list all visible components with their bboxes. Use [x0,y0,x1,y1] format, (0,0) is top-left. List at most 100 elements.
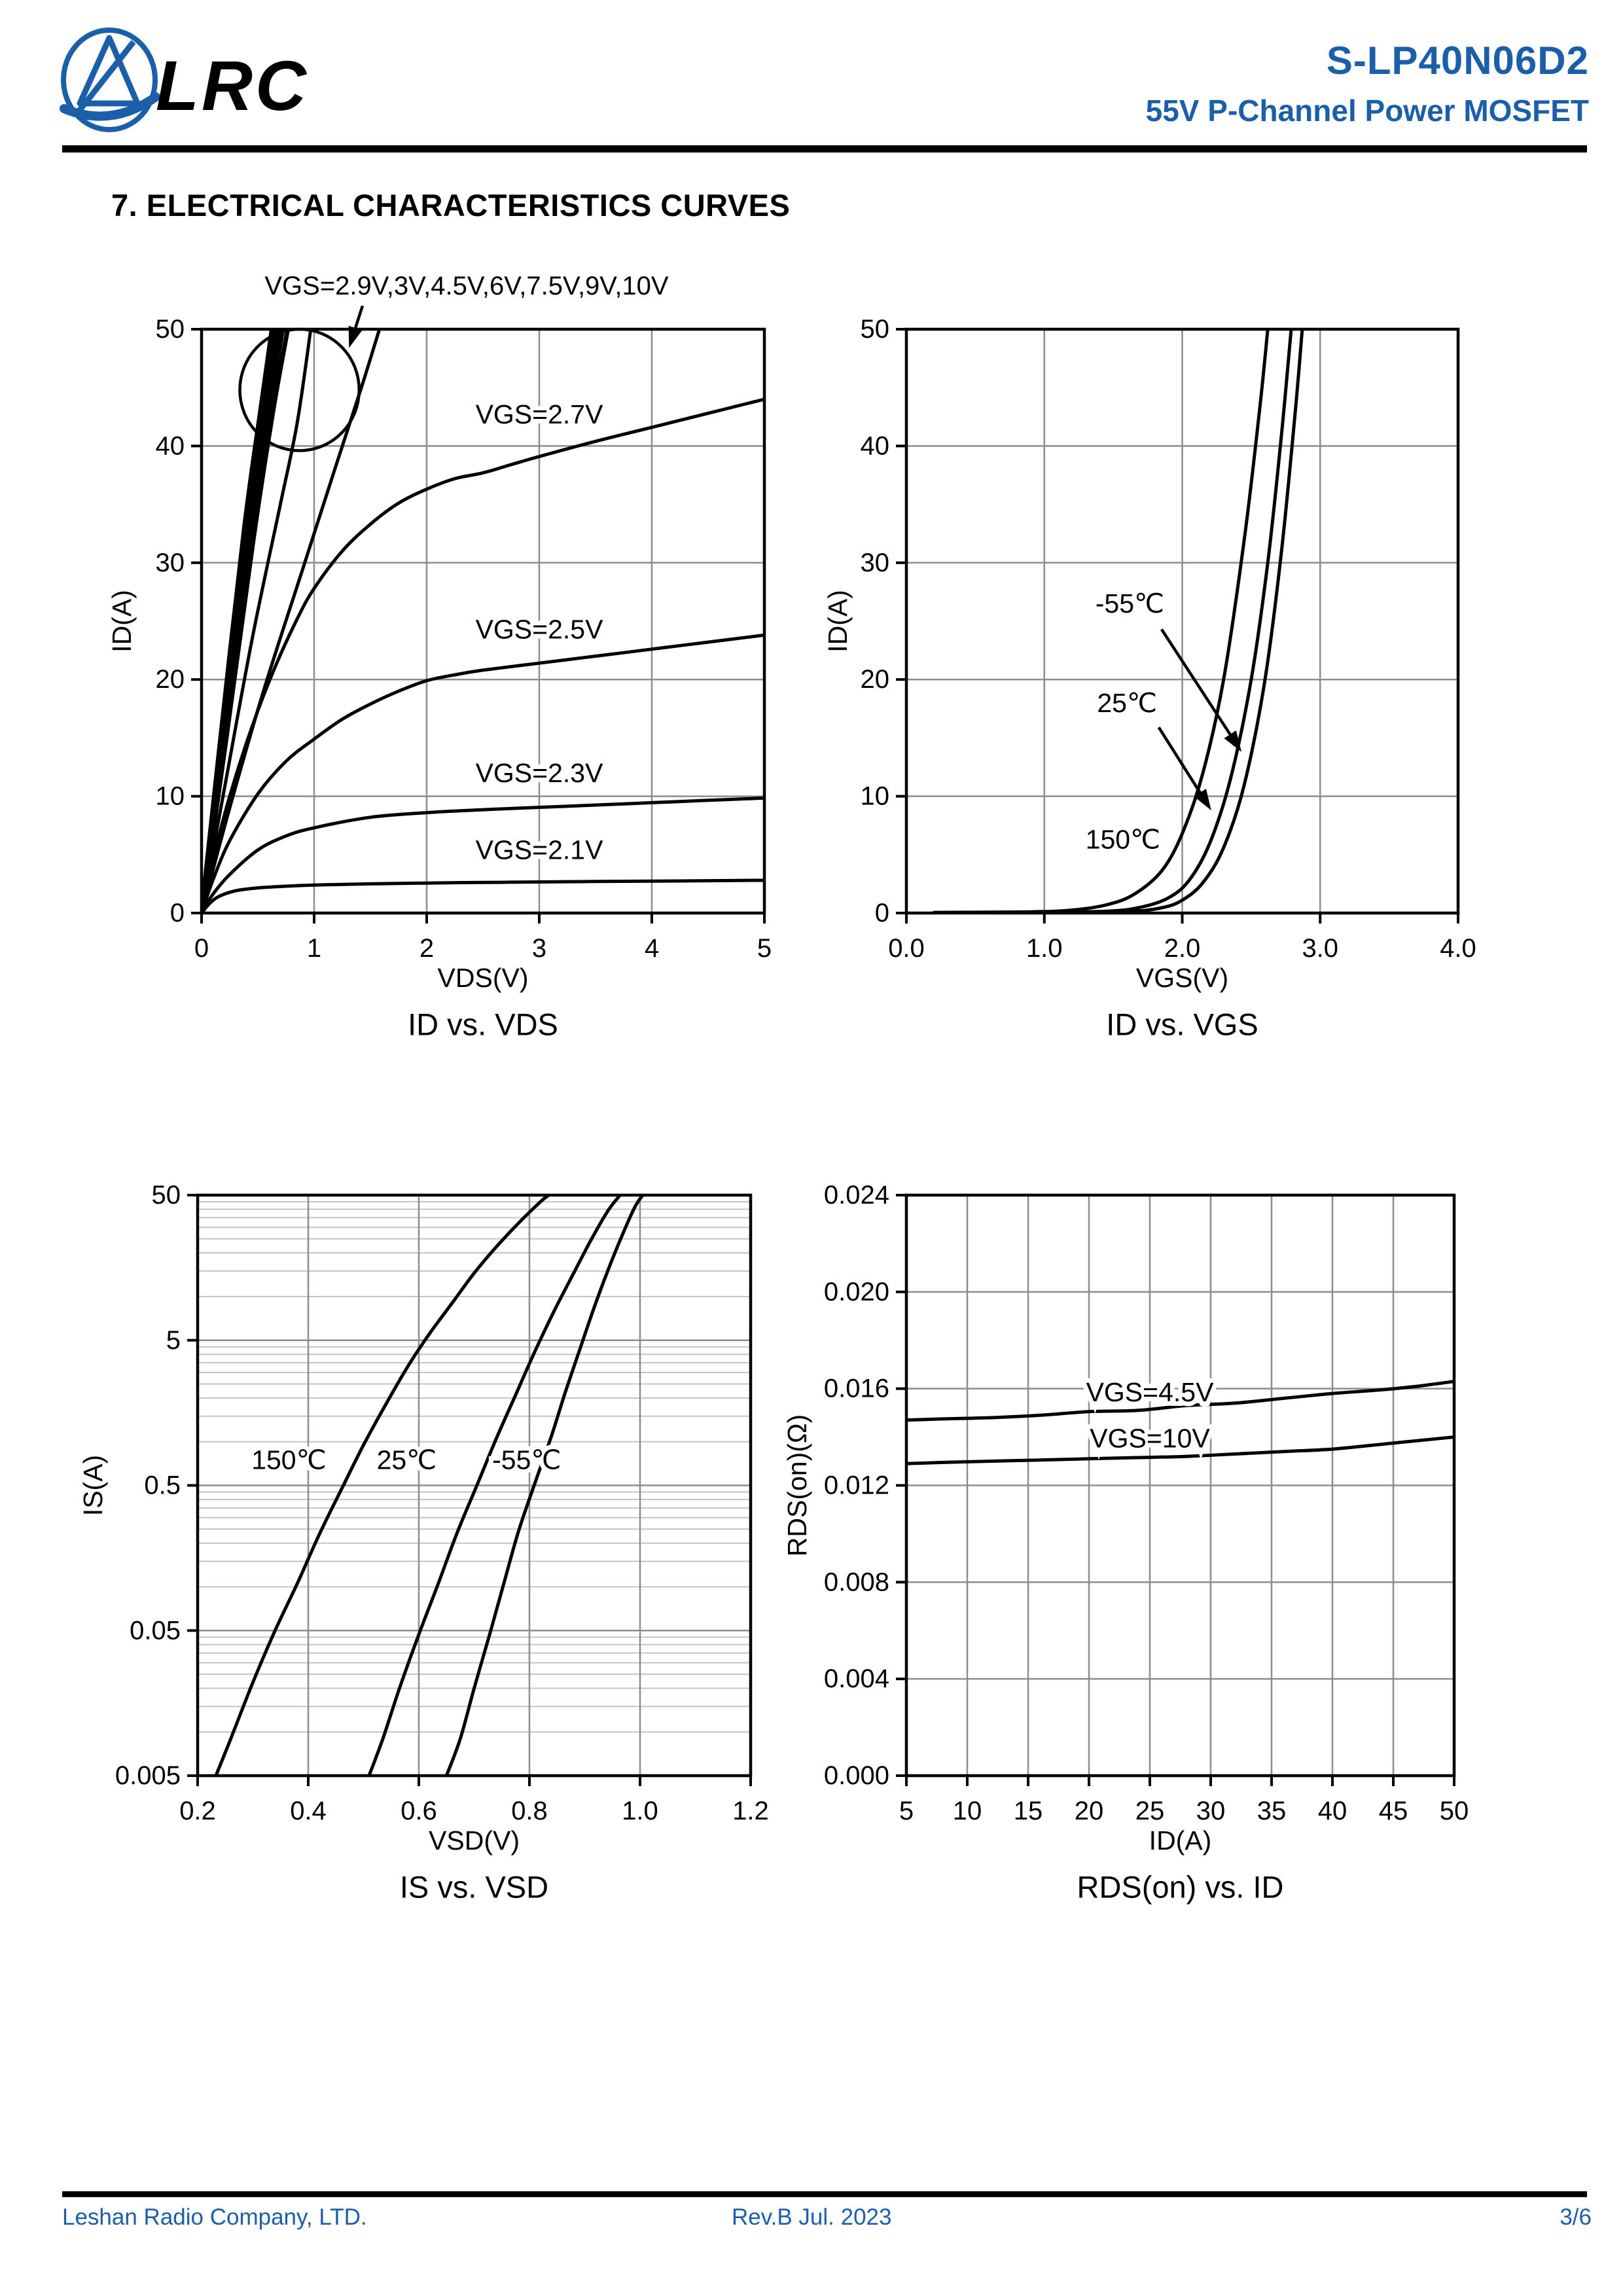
svg-text:VGS=2.9V,3V,4.5V,6V,7.5V,9V,10: VGS=2.9V,3V,4.5V,6V,7.5V,9V,10V [264,272,669,300]
svg-text:VGS=2.5V: VGS=2.5V [476,614,604,644]
svg-text:VSD(V): VSD(V) [429,1825,520,1856]
svg-text:VGS=2.7V: VGS=2.7V [476,399,604,429]
svg-text:RDS(on) vs. ID: RDS(on) vs. ID [1077,1870,1284,1905]
svg-text:0.020: 0.020 [824,1278,889,1306]
svg-text:0.6: 0.6 [401,1797,437,1825]
series-25- [367,1194,622,1777]
svg-text:0.4: 0.4 [290,1797,327,1825]
footer-company: Leshan Radio Company, LTD. [62,2204,367,2230]
svg-text:-55℃: -55℃ [492,1444,561,1475]
svg-text:25: 25 [1135,1797,1165,1825]
svg-text:ID(A): ID(A) [107,590,137,653]
series-150- [932,328,1270,914]
svg-text:0: 0 [875,899,889,927]
svg-text:10: 10 [861,782,890,811]
svg-text:1.0: 1.0 [622,1797,658,1825]
svg-text:45: 45 [1379,1797,1408,1825]
series-VGS-2.5V [202,633,764,914]
svg-text:ID vs. VDS: ID vs. VDS [408,1007,558,1042]
section-heading: 7. ELECTRICAL CHARACTERISTICS CURVES [111,188,791,223]
svg-text:0.008: 0.008 [824,1568,889,1596]
svg-text:50: 50 [1440,1797,1469,1825]
device-subtitle: 55V P-Channel Power MOSFET [1145,94,1589,128]
svg-text:20: 20 [156,665,185,694]
svg-text:50: 50 [156,315,185,344]
svg-text:5: 5 [166,1326,181,1355]
svg-text:0.0: 0.0 [888,934,925,963]
svg-text:VGS=2.1V: VGS=2.1V [476,835,604,865]
svg-text:0.024: 0.024 [824,1181,889,1210]
logo-circle-icon [61,27,158,132]
footer-rule [62,2191,1587,2197]
svg-text:5: 5 [899,1797,914,1825]
svg-text:25℃: 25℃ [1097,688,1157,718]
lrc-logo: LRC [60,27,309,132]
series-VGS-2.1V [202,878,764,914]
svg-text:150℃: 150℃ [251,1444,326,1475]
series-VGS-3V [202,328,313,914]
svg-text:20: 20 [1075,1797,1104,1825]
svg-text:-55℃: -55℃ [1096,588,1164,619]
svg-text:4.0: 4.0 [1440,934,1476,963]
ellipse-annotation [238,327,361,452]
svg-text:15: 15 [1014,1797,1043,1825]
logo-text: LRC [156,46,309,125]
part-number: S-LP40N06D2 [1326,39,1589,82]
svg-text:150℃: 150℃ [1086,825,1160,855]
svg-text:40: 40 [1318,1797,1347,1825]
chart-is-vs-vsd: 150℃ 25℃ -55℃ 0.2 0.4 0.6 0.8 1.0 1.2 0.005 0.05 0.… [78,1181,769,1905]
svg-text:VGS=10V: VGS=10V [1090,1423,1210,1453]
series--55- [1056,328,1304,914]
svg-text:VGS=2.3V: VGS=2.3V [476,758,604,788]
svg-text:10: 10 [953,1797,982,1825]
svg-text:2.0: 2.0 [1164,934,1201,963]
svg-text:2: 2 [419,934,434,963]
svg-text:IS(A): IS(A) [78,1455,108,1516]
svg-text:25℃: 25℃ [377,1444,437,1475]
svg-text:ID vs. VGS: ID vs. VGS [1106,1007,1258,1042]
logo-antenna-icon [77,35,141,107]
svg-text:3.0: 3.0 [1302,934,1338,963]
svg-text:VDS(V): VDS(V) [438,963,529,993]
svg-text:ID(A): ID(A) [1149,1825,1212,1856]
svg-text:50: 50 [861,315,890,344]
series-VGS-2.7V [202,397,764,914]
svg-text:RDS(on)(Ω): RDS(on)(Ω) [782,1414,812,1556]
series-25- [1029,328,1293,914]
svg-text:10: 10 [156,782,185,811]
svg-text:30: 30 [156,548,185,577]
svg-text:40: 40 [861,431,890,460]
header-rule [62,145,1587,152]
svg-text:0.005: 0.005 [115,1761,181,1790]
svg-text:VGS(V): VGS(V) [1136,963,1228,993]
svg-text:20: 20 [861,665,890,694]
svg-text:1.0: 1.0 [1026,934,1063,963]
svg-text:0.016: 0.016 [824,1374,889,1403]
svg-text:30: 30 [861,548,890,577]
svg-text:0: 0 [194,934,209,963]
series-VGS-10V [906,1435,1454,1465]
svg-text:ID(A): ID(A) [823,590,853,653]
svg-text:4: 4 [645,934,659,963]
series-VGS-4.5V [906,1380,1454,1422]
svg-text:50: 50 [152,1181,181,1210]
logo-antenna-diagonal-icon [77,40,136,112]
svg-text:0.000: 0.000 [824,1761,889,1790]
svg-text:5: 5 [757,934,772,963]
footer-page-number: 3/6 [1560,2204,1592,2230]
svg-text:VGS=4.5V: VGS=4.5V [1086,1377,1215,1407]
svg-text:0: 0 [170,899,185,927]
svg-text:0.012: 0.012 [824,1471,889,1500]
chart-id-vs-vgs: -55℃ 25℃ 150℃ 0.0 1.0 2.0 3.0 4.0 0 10 20 30 40 50 VGS… [823,315,1476,1042]
series--55- [444,1194,645,1777]
svg-text:0.004: 0.004 [824,1664,889,1693]
series-VGS-2.3V [202,796,764,914]
logo-swoosh-icon [60,92,160,121]
series-VGS-4.5V [202,328,291,914]
footer-revision: Rev.B Jul. 2023 [732,2204,892,2230]
svg-text:35: 35 [1257,1797,1287,1825]
chart-rds-on-vs-id: VGS=4.5V VGS=10V 5 10 15 20 25 30 35 40 45 50 0.000 0… [782,1181,1469,1905]
svg-text:1.2: 1.2 [732,1797,769,1825]
